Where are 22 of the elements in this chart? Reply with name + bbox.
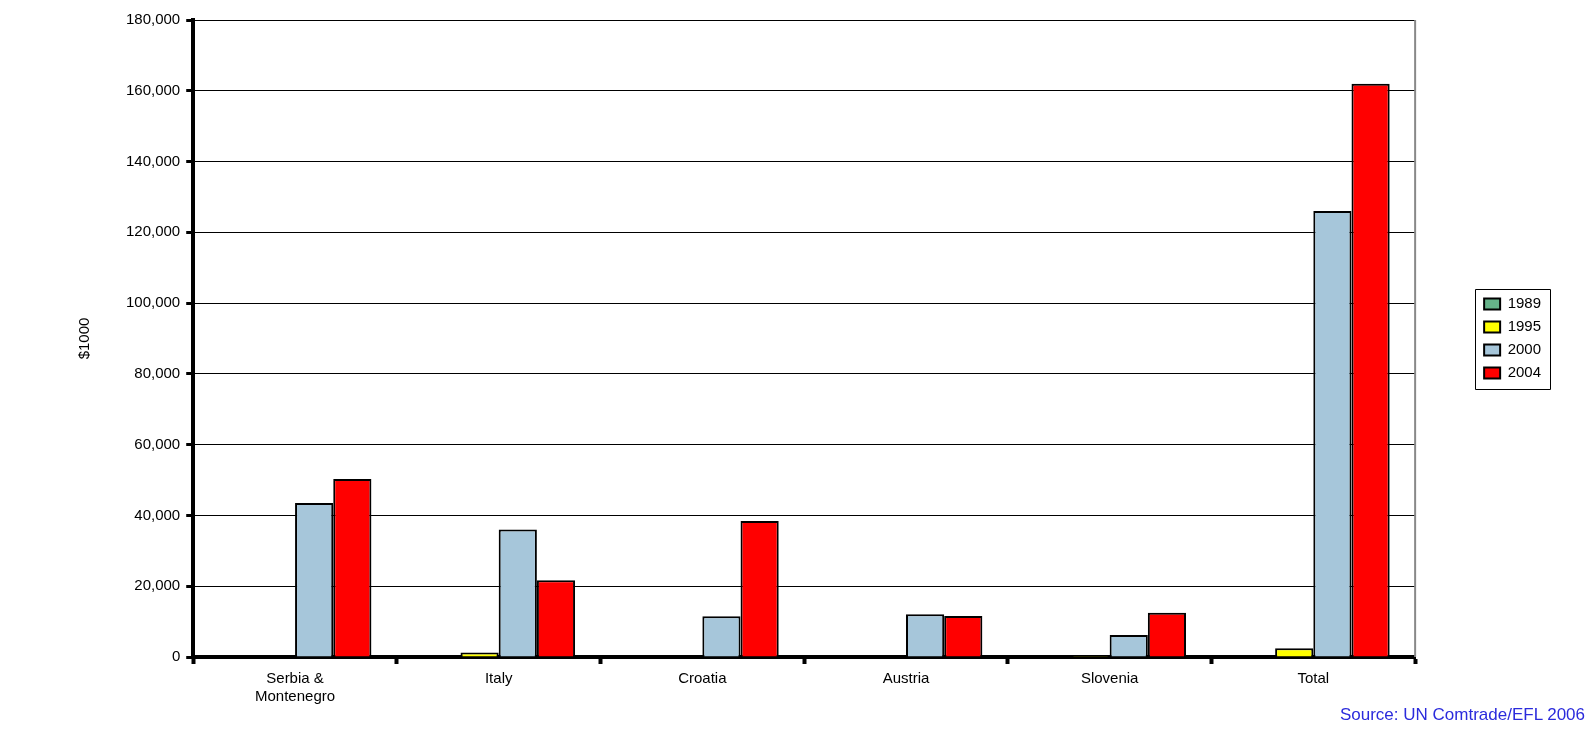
x-tick-label: Total [1297,669,1330,687]
y-tick-label: 0 [171,647,181,665]
y-tick-label: 20,000 [134,576,181,594]
y-tick-label: 140,000 [125,151,181,169]
y-tick-label: 120,000 [125,222,181,240]
y-tick-label: 80,000 [134,364,181,382]
x-tick-label: Croatia [678,669,728,687]
x-tick-label: Italy [484,669,513,687]
y-axis-title: $1000 [75,317,93,360]
legend-label: 1989 [1507,294,1542,312]
y-tick-label: 40,000 [134,505,181,523]
legend-label: 2004 [1507,363,1542,381]
x-tick-label: Serbia & Montenegro [255,669,336,705]
y-tick-label: 100,000 [125,293,181,311]
x-tick-label: Austria [882,669,930,687]
x-tick-label: Slovenia [1080,669,1140,687]
y-tick-label: 60,000 [134,434,181,452]
source-note: Source: UN Comtrade/EFL 2006 [1339,705,1585,725]
y-tick-label: 180,000 [125,10,181,28]
legend-label: 1995 [1507,317,1542,335]
y-tick-label: 160,000 [125,80,181,98]
legend-label: 2000 [1507,340,1542,358]
